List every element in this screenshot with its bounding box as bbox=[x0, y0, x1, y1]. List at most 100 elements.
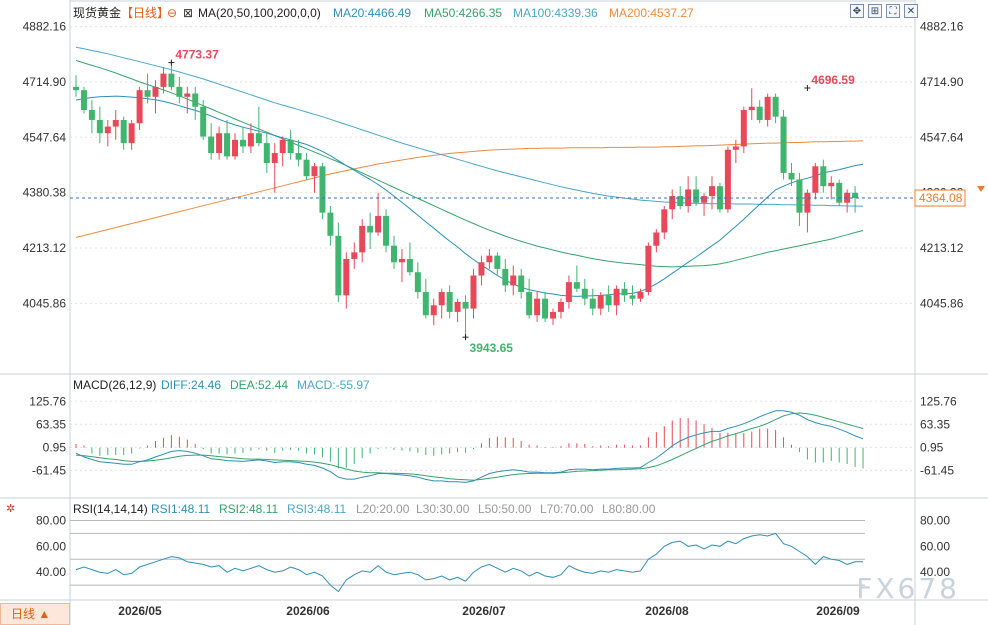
macd-tick-right: 125.76 bbox=[920, 394, 957, 408]
candle-body bbox=[80, 90, 87, 111]
candle-body bbox=[343, 258, 350, 296]
ma-label: MA(20,50,100,200,0,0) bbox=[198, 6, 321, 20]
candle-body bbox=[693, 189, 700, 203]
candle-body bbox=[152, 86, 159, 97]
candle-body bbox=[740, 110, 747, 147]
candle-body bbox=[462, 301, 469, 309]
candle-body bbox=[200, 106, 207, 137]
dea-line bbox=[75, 412, 864, 481]
ma50-line bbox=[75, 59, 864, 268]
candle-body bbox=[398, 258, 405, 263]
instrument-name: 现货黄金 bbox=[73, 5, 121, 20]
x-tick-label: 2026/06 bbox=[286, 604, 330, 618]
x-tick-label: 2026/07 bbox=[462, 604, 506, 618]
candle-body bbox=[764, 96, 771, 120]
x-tick-label: 2026/05 bbox=[118, 604, 162, 618]
fullscreen-icon[interactable]: ⛶ bbox=[886, 4, 900, 18]
ma100-legend: MA100:4339.36 bbox=[513, 6, 598, 20]
candle-body bbox=[756, 106, 763, 120]
price-alert-icon bbox=[977, 186, 985, 193]
period-tab[interactable]: 日线 ▲ bbox=[0, 603, 70, 625]
candle-body bbox=[446, 292, 453, 312]
candle-body bbox=[406, 258, 413, 273]
rsi-l20-legend: L20:20.00 bbox=[356, 502, 410, 516]
candle-body bbox=[629, 295, 636, 299]
candle-body bbox=[184, 93, 191, 97]
price-tick-left: 4714.90 bbox=[23, 75, 67, 89]
candle-body bbox=[224, 133, 231, 157]
ma50-legend: MA50:4266.35 bbox=[424, 6, 502, 20]
candle-body bbox=[478, 262, 485, 276]
rsi-l80-legend: L80:80.00 bbox=[602, 502, 656, 516]
candle-body bbox=[709, 186, 715, 197]
macd-tick-right: 63.35 bbox=[920, 417, 950, 431]
candle-body bbox=[351, 252, 358, 259]
candle-body bbox=[96, 119, 103, 134]
candle-body bbox=[383, 215, 390, 246]
rsi-l50-legend: L50:50.00 bbox=[478, 502, 532, 516]
candle-body bbox=[724, 149, 731, 210]
macd-tick-right: -61.45 bbox=[920, 463, 954, 477]
macd-label: MACD(26,12,9) bbox=[73, 378, 156, 392]
candle-body bbox=[732, 146, 739, 150]
candle-body bbox=[120, 119, 127, 144]
candle-body bbox=[247, 133, 254, 147]
candle-body bbox=[653, 232, 660, 246]
candle-body bbox=[780, 116, 787, 173]
watermark: FX678 bbox=[856, 572, 960, 605]
candle-body bbox=[557, 301, 564, 312]
candle-body bbox=[661, 209, 668, 233]
macd-value-legend: MACD:-55.97 bbox=[297, 378, 370, 392]
candle-body bbox=[327, 212, 334, 236]
period-label[interactable]: 【日线】 bbox=[121, 6, 169, 20]
candle-body bbox=[486, 255, 493, 263]
candle-body bbox=[470, 275, 477, 309]
candle-body bbox=[589, 298, 596, 309]
candle-body bbox=[239, 139, 246, 147]
price-tick-left: 4882.16 bbox=[23, 20, 67, 34]
candle-body bbox=[255, 133, 262, 144]
ma200-legend: MA200:4537.27 bbox=[609, 6, 694, 20]
macd-tick-right: 0.95 bbox=[920, 440, 944, 454]
chart-toolbar: ✥ ⊞ ⛶ ✕ bbox=[850, 4, 918, 18]
grid-icon[interactable]: ⊞ bbox=[868, 4, 882, 18]
candle-body bbox=[430, 305, 437, 316]
candle-body bbox=[136, 90, 143, 124]
rsi-tick-left: 80.00 bbox=[36, 513, 66, 527]
rsi-settings-icon[interactable]: ✲ bbox=[6, 503, 15, 515]
candle-body bbox=[526, 292, 533, 316]
candle-body bbox=[160, 73, 167, 87]
price-tick-right: 4714.90 bbox=[920, 75, 964, 89]
price-tick-right: 4213.12 bbox=[920, 241, 964, 255]
settings-icon[interactable]: ⊖ bbox=[167, 6, 177, 20]
candle-body bbox=[510, 275, 517, 286]
x-tick-label: 2026/09 bbox=[816, 604, 860, 618]
candle-body bbox=[271, 153, 278, 163]
rsi-line bbox=[75, 532, 864, 593]
high-annotation: 4773.37 bbox=[175, 48, 219, 62]
candle-body bbox=[534, 298, 541, 316]
ma-toggle-icon[interactable]: ⊠ bbox=[183, 6, 193, 20]
candle-body bbox=[621, 288, 628, 296]
candle-body bbox=[144, 90, 151, 97]
candle-body bbox=[295, 153, 302, 160]
rsi-tick-right: 80.00 bbox=[920, 513, 950, 527]
crosshair-icon[interactable]: ✥ bbox=[850, 4, 864, 18]
macd-diff-legend: DIFF:24.46 bbox=[161, 378, 221, 392]
candle-body bbox=[454, 301, 461, 312]
candle-body bbox=[112, 119, 119, 127]
rsi-label: RSI(14,14,14) bbox=[73, 502, 148, 516]
candle-body bbox=[645, 245, 652, 293]
candle-body bbox=[287, 139, 294, 154]
candle-body bbox=[852, 192, 859, 199]
candle-body bbox=[701, 196, 708, 203]
candle-body bbox=[518, 275, 525, 293]
ma20-legend: MA20:4466.49 bbox=[333, 6, 411, 20]
candle-body bbox=[788, 172, 795, 180]
ma200-line bbox=[75, 140, 864, 238]
macd-tick-left: -61.45 bbox=[32, 463, 66, 477]
rsi-tick-right: 60.00 bbox=[920, 539, 950, 553]
candle-body bbox=[637, 292, 644, 299]
close-icon[interactable]: ✕ bbox=[904, 4, 918, 18]
candle-body bbox=[502, 268, 509, 286]
